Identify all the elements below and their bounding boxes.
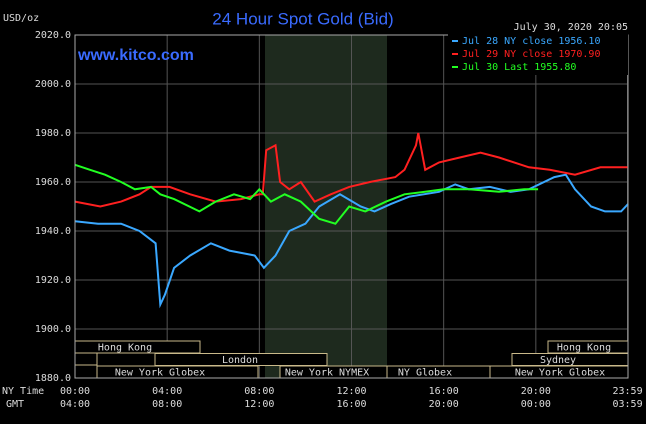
y-tick-label: 1980.0 bbox=[35, 128, 71, 139]
gmt-tick-label: 04:00 bbox=[60, 399, 90, 410]
legend: Jul 28 NY close 1956.10 Jul 29 NY close 1… bbox=[452, 36, 600, 73]
session-label: New York Globex bbox=[115, 368, 205, 379]
y-tick-label: 1940.0 bbox=[35, 226, 71, 237]
x-tick-label: 04:00 bbox=[152, 386, 182, 397]
x-row-label: GMT bbox=[6, 399, 24, 410]
session-label: Hong Kong bbox=[98, 343, 152, 354]
series-line bbox=[74, 132, 628, 208]
lines bbox=[74, 132, 629, 309]
session-label: Sydney bbox=[540, 355, 576, 366]
x-tick-label: 20:00 bbox=[521, 386, 551, 397]
series-line bbox=[74, 173, 629, 309]
x-tick-label: 16:00 bbox=[429, 386, 459, 397]
session-label: London bbox=[222, 355, 258, 366]
timestamp: July 30, 2020 20:05 bbox=[514, 22, 628, 33]
plot-frame bbox=[74, 34, 629, 379]
gmt-tick-label: 12:00 bbox=[244, 399, 274, 410]
shaded-session bbox=[265, 35, 387, 378]
session-label: Hong Kong bbox=[557, 343, 611, 354]
watermark: www.kitco.com bbox=[77, 47, 194, 64]
x-row-label: NY Time bbox=[2, 386, 44, 397]
gmt-tick-label: 16:00 bbox=[336, 399, 366, 410]
session-label: New York Globex bbox=[515, 368, 605, 379]
gmt-tick-label: 00:00 bbox=[521, 399, 551, 410]
x-tick-label: 00:00 bbox=[60, 386, 90, 397]
session-label: NY Globex bbox=[398, 368, 452, 379]
legend-label: Jul 28 NY close 1956.10 bbox=[462, 36, 600, 47]
chart-title: 24 Hour Spot Gold (Bid) bbox=[212, 9, 393, 28]
y-tick-label: 1880.0 bbox=[35, 373, 71, 384]
gmt-tick-label: 20:00 bbox=[429, 399, 459, 410]
y-tick-label: 1920.0 bbox=[35, 275, 71, 286]
x-tick-label: 12:00 bbox=[336, 386, 366, 397]
legend-box bbox=[448, 33, 628, 75]
y-axis-label: USD/oz bbox=[3, 13, 39, 24]
x-tick-label: 23:59 bbox=[612, 386, 642, 397]
y-tick-label: 2020.0 bbox=[35, 30, 71, 41]
y-tick-label: 1960.0 bbox=[35, 177, 71, 188]
gmt-tick-label: 08:00 bbox=[152, 399, 182, 410]
x-tick-label: 08:00 bbox=[244, 386, 274, 397]
session-label: New York NYMEX bbox=[285, 368, 369, 379]
y-tick-label: 1900.0 bbox=[35, 324, 71, 335]
gmt-tick-label: 03:59 bbox=[612, 399, 642, 410]
legend-label: Jul 29 NY close 1970.90 bbox=[462, 49, 600, 60]
series-line bbox=[74, 163, 539, 225]
sessions: Hong Kong London New York Globex New York N… bbox=[74, 340, 629, 379]
y-tick-label: 2000.0 bbox=[35, 79, 71, 90]
legend-label: Jul 30 Last 1955.80 bbox=[462, 62, 576, 73]
